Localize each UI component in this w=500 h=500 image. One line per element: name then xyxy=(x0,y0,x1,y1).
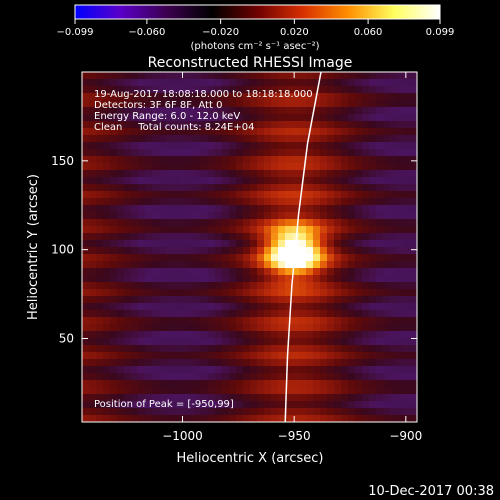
x-tick-label: −950 xyxy=(278,429,311,443)
annotation-time-range: 19-Aug-2017 18:08:18.000 to 18:18:18.000 xyxy=(94,89,313,100)
colorbar-tick-label: −0.099 xyxy=(56,27,93,38)
x-tick-label: −1000 xyxy=(162,429,203,443)
y-tick-label: 100 xyxy=(51,243,74,257)
chart-title: Reconstructed RHESSI Image xyxy=(148,55,353,71)
colorbar-ticks: −0.099 −0.060 −0.020 0.020 0.060 0.099 xyxy=(56,19,454,38)
colorbar xyxy=(74,4,441,20)
x-axis-label: Heliocentric X (arcsec) xyxy=(177,451,324,466)
colorbar-tick-label: 0.020 xyxy=(280,27,309,38)
y-axis-label: Heliocentric Y (arcsec) xyxy=(26,174,41,320)
solar-limb-line xyxy=(284,72,322,422)
footer-date: 10-Dec-2017 00:38 xyxy=(368,484,494,499)
plot-frame xyxy=(81,71,418,423)
colorbar-tick-label: 0.060 xyxy=(354,27,383,38)
heatmap-image xyxy=(82,72,417,422)
annotation-detectors: Detectors: 3F 6F 8F, Att 0 xyxy=(94,100,222,111)
annotation-clean: Clean Total counts: 8.24E+04 xyxy=(94,122,254,133)
x-tick-label: −900 xyxy=(389,429,422,443)
y-tick-label: 50 xyxy=(59,331,74,345)
x-axis-ticks: −1000 −950 −900 xyxy=(162,72,422,443)
colorbar-tick-label: −0.020 xyxy=(202,27,239,38)
y-axis-ticks: 50 100 150 xyxy=(51,154,417,345)
colorbar-tick-label: −0.060 xyxy=(128,27,165,38)
annotation-peak-position: Position of Peak = [-950,99] xyxy=(94,399,234,410)
colorbar-tick-label: 0.099 xyxy=(426,27,455,38)
colorbar-units: (photons cm⁻² s⁻¹ asec⁻²) xyxy=(190,41,319,52)
y-tick-label: 150 xyxy=(51,154,74,168)
annotation-energy: Energy Range: 6.0 - 12.0 keV xyxy=(94,111,240,122)
